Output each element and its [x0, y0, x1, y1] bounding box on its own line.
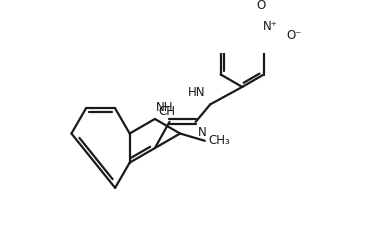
Text: O: O	[256, 0, 266, 12]
Text: N: N	[198, 126, 207, 139]
Text: NH: NH	[157, 101, 174, 114]
Text: N⁺: N⁺	[263, 20, 278, 33]
Text: CH₃: CH₃	[208, 134, 230, 147]
Text: HN: HN	[188, 86, 206, 99]
Text: CH: CH	[159, 104, 176, 118]
Text: O⁻: O⁻	[286, 30, 302, 43]
